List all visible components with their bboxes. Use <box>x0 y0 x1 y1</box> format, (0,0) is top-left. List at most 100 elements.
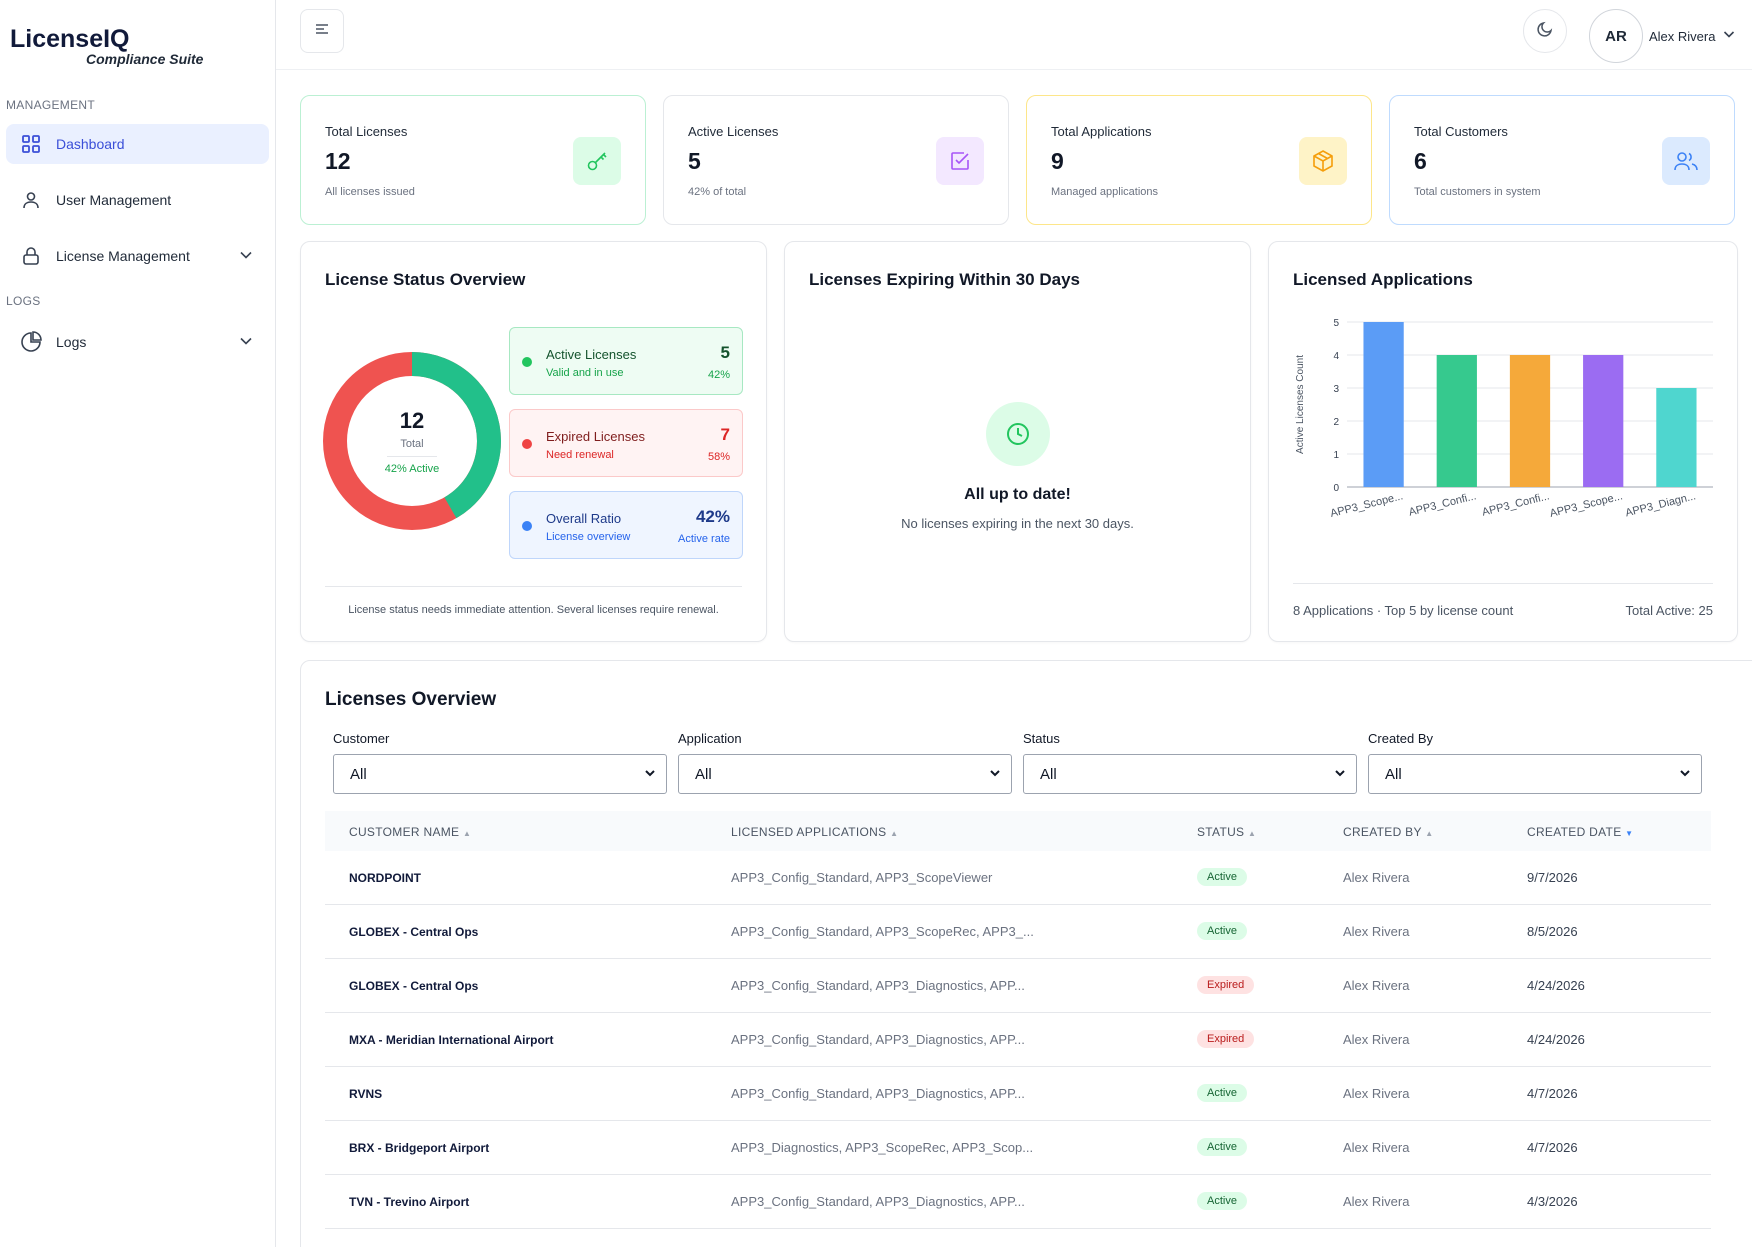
table-row[interactable]: GLOBEX - Central Ops APP3_Config_Standard… <box>325 959 1711 1013</box>
status-card-active: Active Licenses Valid and in use 5 42% <box>509 327 743 395</box>
table-row[interactable]: BRX - Bridgeport Airport APP3_Diagnostics… <box>325 1121 1711 1175</box>
y-tick-label: 1 <box>1333 450 1339 461</box>
pie-icon <box>20 331 42 353</box>
sidebar-item-dashboard[interactable]: Dashboard <box>6 124 269 164</box>
table-row[interactable]: NORDPOINT APP3_Config_Standard, APP3_Scop… <box>325 851 1711 905</box>
y-tick-label: 5 <box>1333 318 1339 329</box>
user-menu[interactable]: AR Alex Rivera <box>1589 9 1735 63</box>
sidebar-item-license-management[interactable]: License Management <box>6 236 269 276</box>
created-date: 9/7/2026 <box>1527 870 1578 885</box>
avatar[interactable]: AR <box>1589 9 1643 63</box>
stat-card-total-applications: Total Applications 9 Managed application… <box>1026 95 1372 225</box>
sidebar-item-label: Dashboard <box>56 136 125 152</box>
created-by: Alex Rivera <box>1343 924 1410 939</box>
status-badge: Active <box>1197 1138 1247 1156</box>
table-row[interactable]: RVNS APP3_Config_Standard, APP3_Diagnosti… <box>325 1067 1711 1121</box>
licensed-applications: APP3_Config_Standard, APP3_Diagnostics, … <box>731 1194 1025 1209</box>
filter-customer: Customer All <box>333 731 667 794</box>
sort-icon: ▲ <box>463 829 472 838</box>
donut-total-label: Total <box>400 437 424 450</box>
chevron-down-icon[interactable] <box>1723 27 1735 45</box>
menu-icon <box>314 22 330 41</box>
status-cell: Expired <box>1197 976 1255 994</box>
created-date: 4/24/2026 <box>1527 978 1585 993</box>
bar <box>1509 355 1551 487</box>
chevron-down-icon[interactable] <box>239 334 253 351</box>
column-header-created-date[interactable]: CREATED DATE ▼ <box>1527 825 1634 839</box>
section-label-logs: LOGS <box>6 294 41 308</box>
sidebar-item-label: User Management <box>56 192 172 208</box>
status-note: License status needs immediate attention… <box>325 586 742 616</box>
theme-toggle-button[interactable] <box>1523 9 1567 53</box>
brand-logo[interactable]: LicenseIQ Compliance Suite <box>0 0 275 88</box>
user-icon <box>20 189 42 211</box>
stat-card-total-licenses: Total Licenses 12 All licenses issued <box>300 95 646 225</box>
table-header: CUSTOMER NAME ▲ LICENSED APPLICATIONS ▲ … <box>325 811 1711 851</box>
x-tick-label: APP3_Confi... <box>1408 490 1478 518</box>
bar <box>1436 355 1477 487</box>
status-select[interactable]: All <box>1023 754 1357 794</box>
stat-value: 5 <box>688 148 701 174</box>
status-card-pct: Active rate <box>678 533 730 545</box>
filter-label: Customer <box>333 731 390 746</box>
chevron-down-icon <box>644 766 656 783</box>
panel-title: Licensed Applications <box>1293 270 1473 289</box>
status-cell: Active <box>1197 1192 1247 1210</box>
main-content: AR Alex Rivera Total Licenses 12 All lic… <box>276 0 1752 1247</box>
menu-toggle-button[interactable] <box>300 9 344 53</box>
stat-value: 6 <box>1414 148 1427 174</box>
stat-value: 9 <box>1051 148 1064 174</box>
sidebar-item-user-management[interactable]: User Management <box>6 180 269 220</box>
licensed-applications: APP3_Config_Standard, APP3_ScopeViewer <box>731 870 993 885</box>
status-cell: Active <box>1197 868 1247 886</box>
status-badge: Expired <box>1197 976 1255 994</box>
created-by: Alex Rivera <box>1343 870 1410 885</box>
customer-name: MXA - Meridian International Airport <box>349 1033 554 1047</box>
status-dot <box>522 357 532 367</box>
sidebar-item-label: License Management <box>56 248 190 264</box>
status-card-ratio: Overall Ratio License overview 42% Activ… <box>509 491 743 559</box>
sidebar-item-logs[interactable]: Logs <box>6 322 269 362</box>
stat-label: Total Applications <box>1051 124 1152 139</box>
created-by-select[interactable]: All <box>1368 754 1702 794</box>
stat-sub: 42% of total <box>688 186 747 198</box>
sort-desc-icon: ▼ <box>1625 829 1634 838</box>
customer-select[interactable]: All <box>333 754 667 794</box>
table-row[interactable]: GLOBEX - Central Ops APP3_Config_Standard… <box>325 905 1711 959</box>
licensed-applications-panel: Licensed Applications 0 1 2 3 4 5 Active Licen… <box>1268 241 1738 642</box>
select-value: All <box>695 765 712 783</box>
users-icon <box>1662 137 1710 185</box>
license-status-panel: License Status Overview 12 Total 42% Act… <box>300 241 767 642</box>
stat-card-total-customers: Total Customers 6 Total customers in sys… <box>1389 95 1735 225</box>
status-badge: Expired <box>1197 1030 1255 1048</box>
filter-label: Application <box>678 731 742 746</box>
moon-icon <box>1536 20 1554 43</box>
table-row[interactable]: TVN - Trevino Airport APP3_Config_Standar… <box>325 1175 1711 1229</box>
applications-footer-right: Total Active: 25 <box>1625 603 1713 618</box>
column-header-licensed-applications[interactable]: LICENSED APPLICATIONS ▲ <box>731 825 899 839</box>
customer-name: TVN - Trevino Airport <box>349 1195 470 1209</box>
licensed-applications: APP3_Config_Standard, APP3_Diagnostics, … <box>731 1032 1025 1047</box>
status-card-sub: Need renewal <box>546 449 614 461</box>
x-tick-label: APP3_Confi... <box>1481 490 1551 518</box>
column-header-created-by[interactable]: CREATED BY ▲ <box>1343 825 1434 839</box>
status-card-value: 5 <box>720 343 730 362</box>
status-cell: Active <box>1197 922 1247 940</box>
status-card-pct: 42% <box>707 369 730 381</box>
y-tick-label: 4 <box>1333 351 1339 362</box>
filter-label: Created By <box>1368 731 1434 746</box>
status-badge: Active <box>1197 868 1247 886</box>
status-badge: Active <box>1197 1084 1247 1102</box>
brand-subtitle: Compliance Suite <box>86 51 204 67</box>
stat-sub: All licenses issued <box>325 186 415 198</box>
panel-title: Licenses Overview <box>325 689 497 710</box>
status-card-value: 42% <box>695 507 730 526</box>
application-select[interactable]: All <box>678 754 1012 794</box>
column-header-status[interactable]: STATUS ▲ <box>1197 825 1257 839</box>
status-badge: Active <box>1197 922 1247 940</box>
chevron-down-icon[interactable] <box>239 248 253 265</box>
stat-card-active-licenses: Active Licenses 5 42% of total <box>663 95 1009 225</box>
column-header-customer-name[interactable]: CUSTOMER NAME ▲ <box>349 825 472 839</box>
table-row[interactable]: MXA - Meridian International Airport APP3… <box>325 1013 1711 1067</box>
status-dot <box>522 521 532 531</box>
